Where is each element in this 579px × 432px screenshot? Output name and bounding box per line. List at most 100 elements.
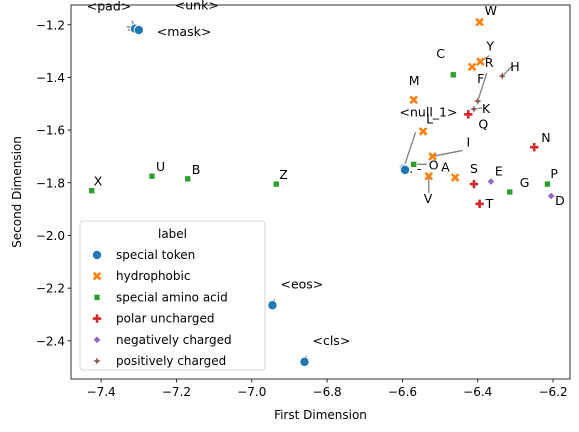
data-point (148, 172, 156, 180)
data-point (133, 25, 144, 36)
data-markers (88, 17, 556, 367)
legend-marker (92, 271, 102, 281)
legend-marker (92, 356, 102, 366)
point-label: K (482, 101, 491, 116)
point-label: I (467, 134, 471, 149)
point-label: P (550, 166, 558, 181)
point-label: S (470, 161, 478, 176)
y-tick-label: −2.4 (36, 334, 65, 348)
plot-frame (70, 4, 571, 380)
point-label: C (436, 46, 445, 61)
data-point (472, 96, 483, 107)
point-label: . (409, 161, 413, 176)
point-label: M (409, 73, 420, 88)
point-label: T (485, 196, 494, 211)
data-point (469, 104, 479, 115)
point-label: F (477, 71, 484, 86)
point-label: G (520, 175, 530, 190)
point-label: Y (485, 39, 494, 54)
point-label: R (485, 55, 494, 70)
legend-box (79, 220, 266, 371)
point-label: <eos> (280, 276, 323, 291)
point-label: W (485, 3, 497, 18)
data-point (267, 300, 278, 311)
point-label: D (555, 193, 565, 208)
y-tick-label: −1.6 (36, 124, 65, 138)
label-connector (477, 72, 488, 102)
data-point (424, 171, 434, 181)
data-point (469, 179, 479, 189)
point-label: N (541, 130, 550, 145)
point-label: E (495, 163, 503, 178)
point-label: H (510, 59, 519, 74)
y-tick-label: −1.8 (36, 176, 65, 190)
data-point (449, 71, 457, 79)
data-point (467, 62, 477, 72)
legend-marker (92, 335, 102, 345)
label-connector (432, 149, 463, 158)
data-point (497, 71, 508, 82)
y-tick-label: −2.2 (36, 282, 65, 296)
legend-entry-label: special amino acid (116, 290, 228, 304)
legend-marker (92, 314, 102, 323)
point-label: L (426, 111, 433, 126)
x-tick-label: −6.6 (388, 385, 417, 399)
data-point (476, 57, 485, 66)
point-label: U (156, 159, 165, 174)
label-connector (402, 132, 417, 169)
data-point (400, 164, 411, 175)
axes: −7.4 −7.2 −7.0 −6.8 −6.6 −6.4 −6.2 −1.2 −1.4 −1.6… (36, 4, 571, 399)
point-label: <pad> (87, 0, 131, 14)
data-point (464, 110, 473, 119)
point-label: B (192, 162, 201, 177)
legend-entry-label: negatively charged (116, 333, 232, 347)
point-label: X (94, 174, 103, 189)
point-label: V (424, 191, 433, 206)
legend: label special token hydrophobic special ami… (79, 220, 266, 371)
x-tick-label: −7.2 (162, 385, 191, 399)
y-tick-label: −1.4 (36, 71, 65, 85)
point-label: Z (279, 167, 288, 182)
data-point (486, 176, 496, 186)
data-point (450, 173, 460, 182)
x-tick-label: −7.0 (237, 385, 266, 399)
data-point (299, 356, 310, 367)
point-labels: <pad> <unk> <mask> <eos> <cls> <null_1>. - W Y F M… (87, 0, 565, 348)
data-point (475, 199, 484, 209)
data-point (88, 187, 96, 195)
data-point (428, 152, 437, 161)
y-tick-label: −1.2 (36, 18, 65, 32)
legend-marker (92, 249, 103, 260)
data-point (546, 191, 556, 201)
legend-entry-label: positively charged (116, 354, 226, 368)
point-label: O (429, 157, 439, 172)
x-axis-title: First Dimension (274, 408, 367, 422)
data-point (543, 180, 551, 188)
x-tick-label: −7.4 (87, 385, 116, 399)
data-point (475, 17, 484, 27)
legend-title: label (158, 227, 187, 241)
legend-marker (93, 293, 101, 301)
y-axis-title: Second Dimension (10, 136, 24, 248)
label-connector (501, 65, 513, 77)
point-label: <mask> (157, 24, 212, 39)
point-label: <unk> (175, 0, 219, 12)
x-tick-label: −6.8 (313, 385, 342, 399)
point-label: - (417, 161, 422, 176)
data-point (506, 188, 514, 196)
legend-entry-label: polar uncharged (116, 312, 215, 326)
data-point (272, 180, 280, 188)
point-label: <cls> (312, 333, 350, 348)
data-point (530, 143, 539, 152)
data-point (410, 160, 418, 168)
legend-entry-label: special token (116, 248, 195, 262)
legend-entry-label: hydrophobic (116, 269, 190, 283)
data-point (184, 175, 192, 183)
point-label: A (441, 160, 450, 175)
data-point (418, 127, 428, 136)
point-label: Q (478, 116, 488, 131)
x-tick-label: −6.4 (463, 385, 492, 399)
y-tick-label: −2.0 (36, 229, 65, 243)
point-label: <null_1> (400, 104, 458, 119)
